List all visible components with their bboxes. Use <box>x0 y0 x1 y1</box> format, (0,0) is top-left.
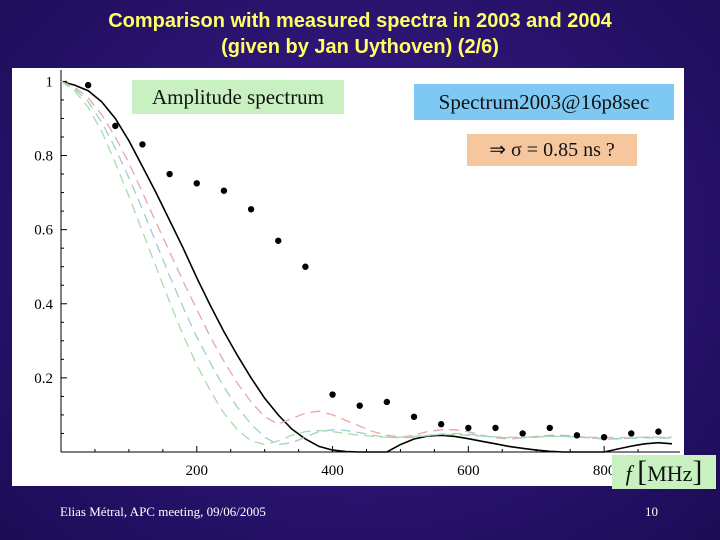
y-tick-label: 1 <box>46 74 54 90</box>
frequency-unit: MHz <box>647 461 693 486</box>
model-curve-dashed-3 <box>60 80 672 446</box>
measured-point <box>139 141 146 148</box>
measured-point <box>573 432 581 439</box>
measured-point <box>193 180 200 187</box>
measured-point <box>84 81 92 89</box>
measured-point <box>410 413 418 420</box>
page-number: 10 <box>645 504 658 519</box>
amplitude-spectrum-chart: 0.2 0.4 0.6 0.8 1 200 400 600 800 <box>34 70 680 479</box>
y-tick-label: 0.8 <box>34 149 53 165</box>
slide-title-line-1: Comparison with measured spectra in 2003… <box>108 10 612 32</box>
measured-point <box>247 206 255 213</box>
amplitude-spectrum-label: Amplitude spectrum <box>132 80 344 114</box>
footer-author: Elias Métral, APC meeting, 09/06/2005 <box>60 504 266 519</box>
measured-point <box>329 391 336 398</box>
y-tick-label: 0.6 <box>34 223 53 239</box>
measured-point <box>546 424 553 432</box>
slide-title: Comparison with measured spectra in 2003… <box>0 8 720 60</box>
slide-title-line-2: (given by Jan Uythoven) (2/6) <box>221 36 499 58</box>
right-bracket-icon: ] <box>692 455 703 488</box>
measured-point <box>600 433 608 441</box>
model-curve-dashed-2 <box>60 80 673 446</box>
y-tick-label: 0.4 <box>34 297 53 313</box>
left-bracket-icon: [ <box>637 455 648 488</box>
measured-point <box>383 398 391 406</box>
sigma-estimate-label: ⇒ σ = 0.85 ns ? <box>467 134 637 166</box>
plot-area: 0.2 0.4 0.6 0.8 1 200 400 600 800 Amplitude spec… <box>12 68 716 489</box>
measured-point <box>628 430 635 437</box>
measured-point <box>112 122 119 130</box>
fit-curve-line <box>60 80 673 453</box>
measured-point <box>166 170 173 178</box>
frequency-unit-label: f [MHz] <box>612 455 716 489</box>
spectrum-2003-label: Spectrum2003@16p8sec <box>414 84 674 120</box>
measured-point <box>492 424 499 432</box>
measured-point <box>655 428 662 435</box>
measured-point <box>465 424 472 432</box>
x-tick-label: 600 <box>457 463 480 479</box>
measured-point <box>356 402 363 409</box>
y-tick-label: 0.2 <box>34 371 53 387</box>
measured-point <box>220 187 228 194</box>
measured-point <box>302 263 309 270</box>
measured-point <box>519 430 526 437</box>
frequency-symbol: f <box>625 461 632 486</box>
measured-point <box>275 237 282 244</box>
measured-point <box>437 421 445 428</box>
x-tick-label: 400 <box>321 463 344 479</box>
x-tick-label: 800 <box>593 463 616 479</box>
x-tick-label: 200 <box>186 463 209 479</box>
